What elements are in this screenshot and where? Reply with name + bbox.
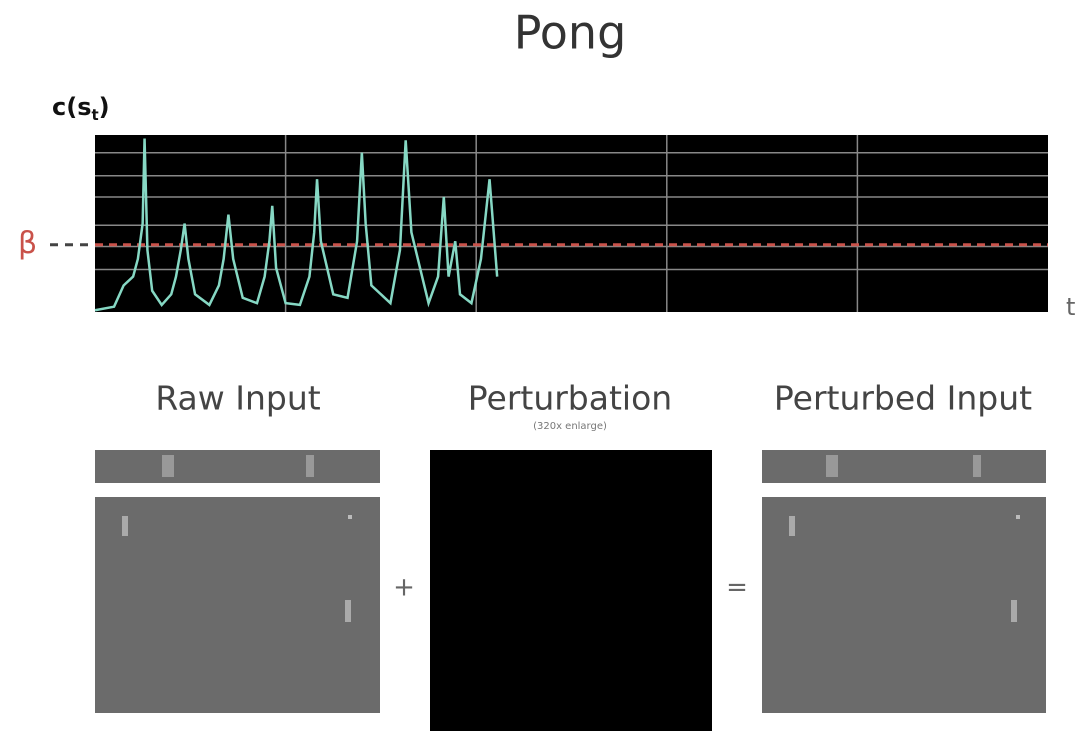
panel-title: Raw Input	[155, 379, 320, 418]
perturbation-frame	[430, 450, 712, 731]
panel-note: (320x enlarge)	[533, 421, 607, 432]
y-label-main: c(s	[52, 93, 91, 121]
panel-title: Perturbation	[468, 379, 672, 418]
raw-frame	[95, 450, 380, 713]
plot-area	[95, 135, 1048, 312]
panel-title: Perturbed Input	[774, 379, 1032, 418]
y-label-sub: t	[91, 106, 98, 124]
operator: +	[393, 573, 415, 603]
title: Pong	[514, 6, 627, 60]
operator: =	[726, 573, 748, 603]
perturbed-frame	[762, 450, 1046, 713]
figure: Pong c(st) t Raw Input Perturbation (320…	[0, 0, 1081, 731]
x-label: t	[1066, 293, 1075, 321]
y-label-end: )	[99, 93, 110, 121]
y-label: c(st)	[52, 93, 110, 124]
threshold-label: β	[18, 226, 37, 261]
